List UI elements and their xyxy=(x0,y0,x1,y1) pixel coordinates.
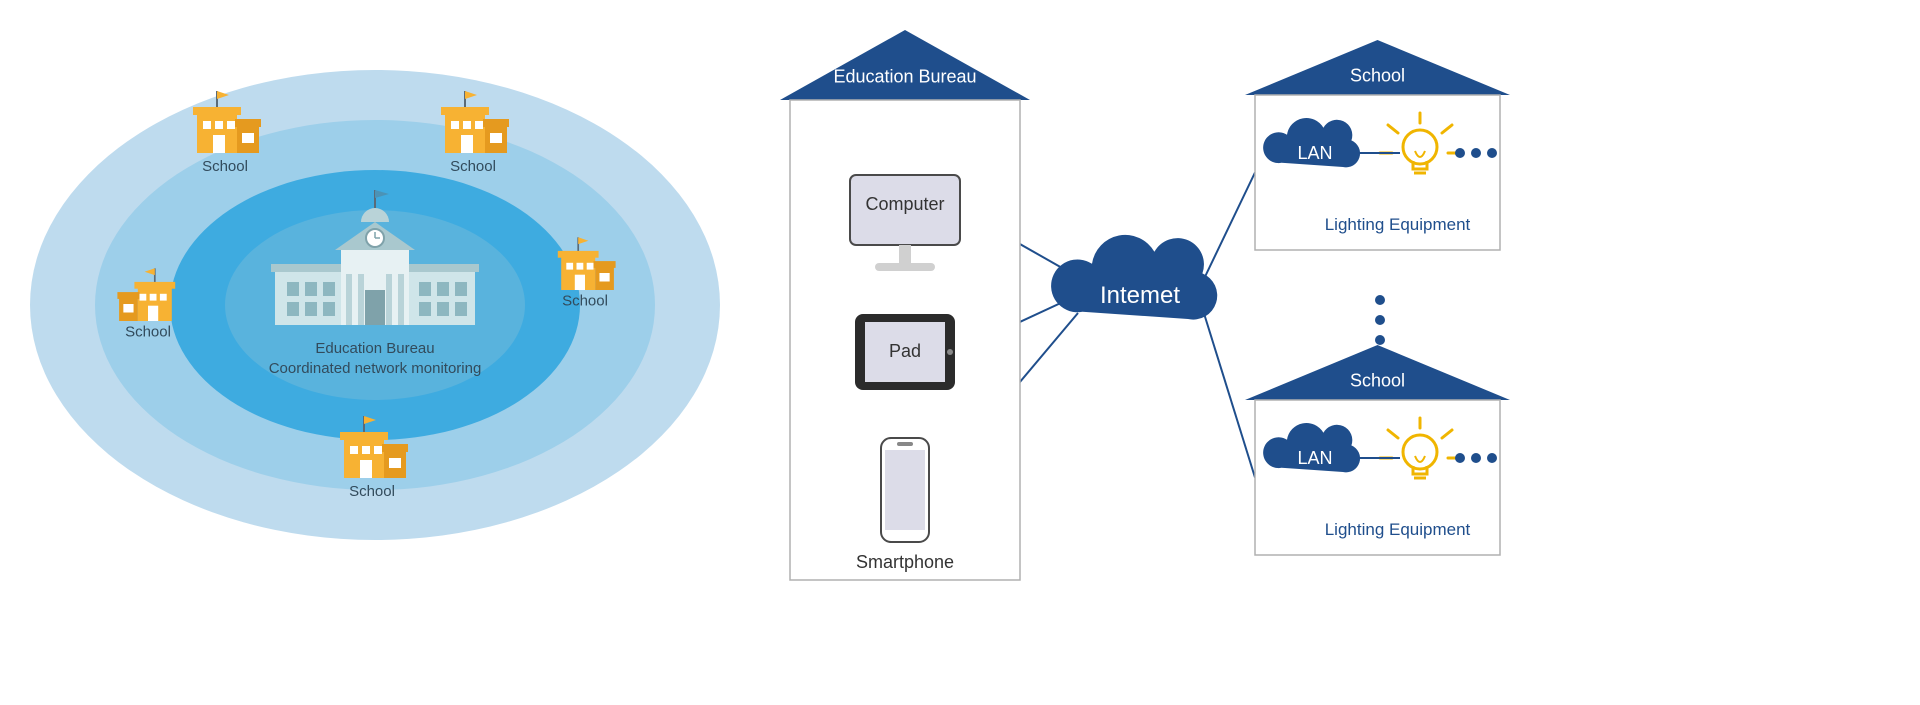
edge-internet-school-0 xyxy=(1202,173,1255,284)
school-label: School xyxy=(562,292,608,309)
ellipsis-dot xyxy=(1455,453,1465,463)
ellipsis-dot xyxy=(1375,315,1385,325)
device-label-pad: Pad xyxy=(889,341,921,361)
internet-label: Intemet xyxy=(1100,282,1180,309)
school-label: School xyxy=(450,158,496,175)
device-label-computer: Computer xyxy=(865,194,944,214)
school-label: School xyxy=(125,323,171,340)
ellipse-diagram: Education Bureau Coordinated network moni… xyxy=(30,70,720,540)
school-box-1: School LAN Lighting Equipment xyxy=(1245,345,1510,555)
ellipsis-dot xyxy=(1455,148,1465,158)
school-box-0-title: School xyxy=(1350,65,1405,85)
bureau-subtitle: Coordinated network monitoring xyxy=(269,360,482,377)
ellipsis-dot xyxy=(1471,453,1481,463)
lighting-label: Lighting Equipment xyxy=(1325,215,1471,234)
bureau-box: Education Bureau Computer Pad Smartphone xyxy=(780,30,1030,580)
ellipsis-dot xyxy=(1487,148,1497,158)
network-diagram: Education Bureau Computer Pad Smartphone Int… xyxy=(780,30,1510,580)
bureau-box-title: Education Bureau xyxy=(833,67,976,87)
ellipsis-dot xyxy=(1471,148,1481,158)
school-label: School xyxy=(349,483,395,500)
lan-label: LAN xyxy=(1297,143,1332,163)
edge-internet-school-1 xyxy=(1202,307,1255,478)
phone-icon xyxy=(881,438,929,542)
ellipsis-dot xyxy=(1375,295,1385,305)
device-label-phone: Smartphone xyxy=(856,552,954,572)
ellipsis-dot xyxy=(1375,335,1385,345)
lan-label: LAN xyxy=(1297,448,1332,468)
school-box-0: School LAN Lighting Equipment xyxy=(1245,40,1510,250)
school-label: School xyxy=(202,158,248,175)
ellipsis-dot xyxy=(1487,453,1497,463)
lighting-label: Lighting Equipment xyxy=(1325,520,1471,539)
bureau-title: Education Bureau xyxy=(315,340,434,357)
school-box-1-title: School xyxy=(1350,370,1405,390)
